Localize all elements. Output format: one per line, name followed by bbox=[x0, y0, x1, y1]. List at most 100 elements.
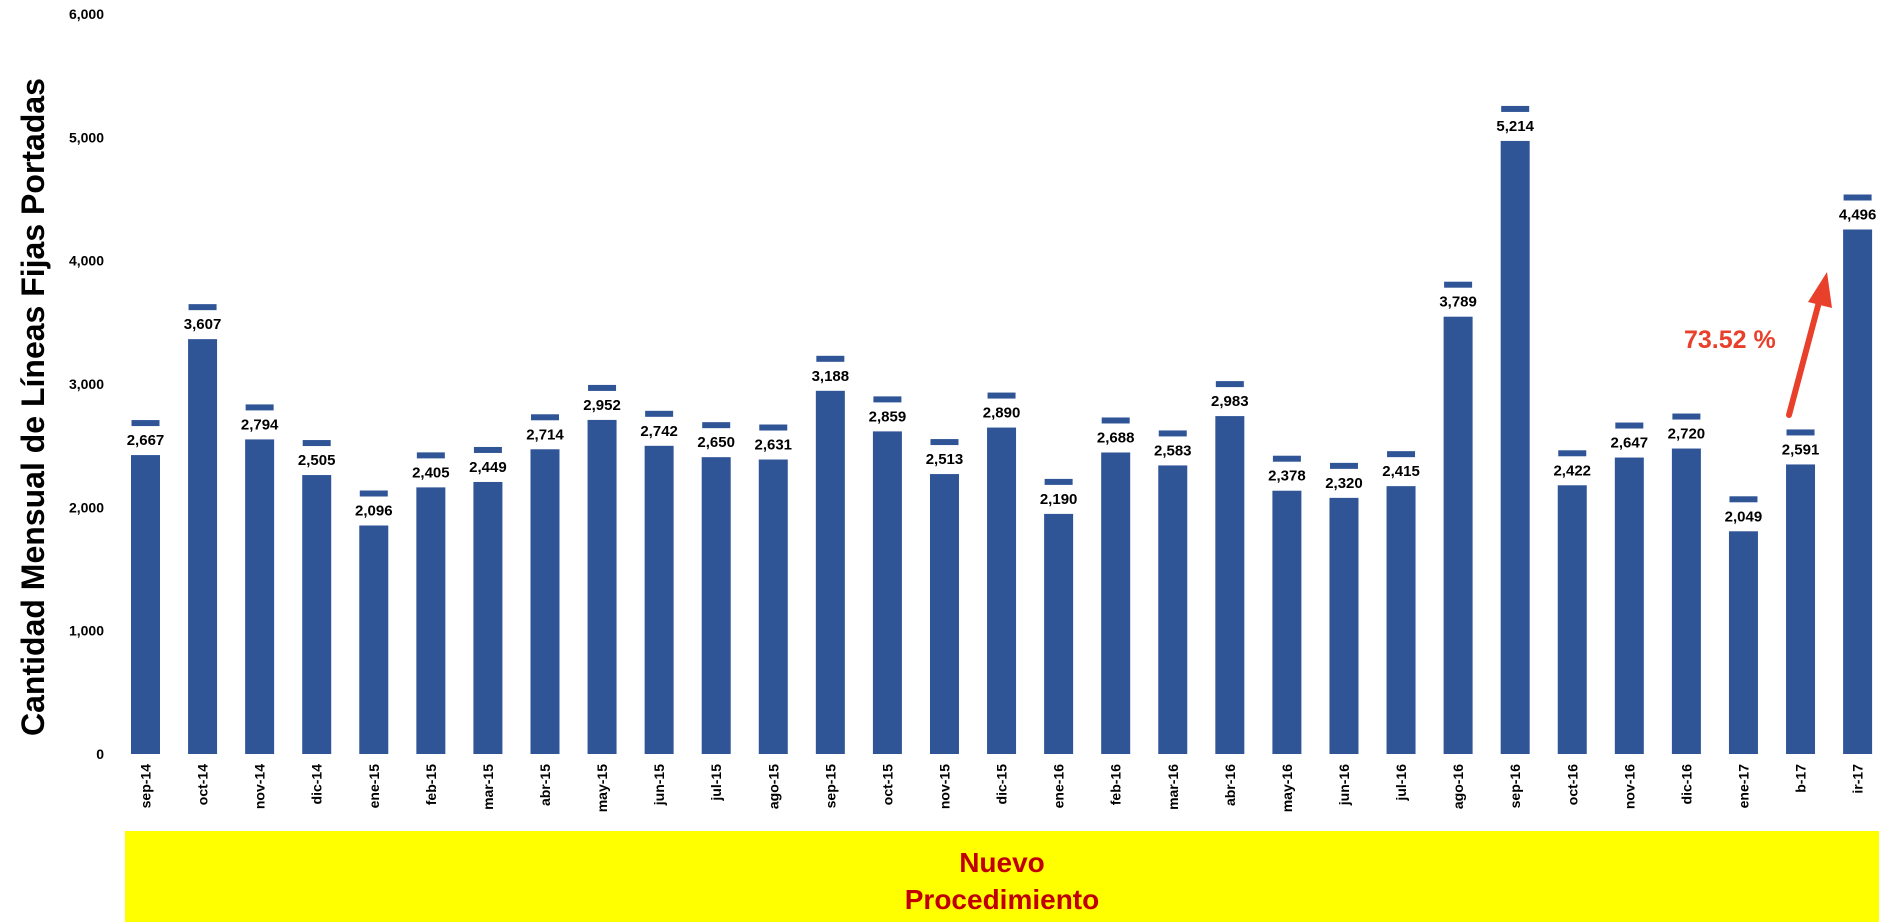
y-tick-label: 2,000 bbox=[69, 499, 104, 515]
x-tick-label: dic-14 bbox=[309, 764, 325, 805]
bar-cap bbox=[1444, 281, 1473, 288]
bar bbox=[1101, 452, 1131, 754]
x-tick-label: abr-16 bbox=[1222, 764, 1238, 806]
bar-cap bbox=[1101, 417, 1130, 424]
bar-cap bbox=[1501, 105, 1530, 112]
x-tick-label: jul-16 bbox=[1393, 764, 1409, 802]
bar-cap bbox=[702, 422, 731, 429]
bar-cap bbox=[188, 304, 217, 311]
bars: 2,667 3,607 2,794 2,505 2,096 2,405 2,449 2,714… bbox=[127, 105, 1877, 754]
bar bbox=[644, 445, 674, 754]
data-label: 3,188 bbox=[812, 368, 850, 385]
bar-cap bbox=[1843, 194, 1872, 201]
data-label: 4,496 bbox=[1839, 206, 1877, 223]
bar bbox=[1500, 140, 1530, 754]
bar-cap bbox=[1729, 496, 1758, 503]
data-label: 2,190 bbox=[1040, 491, 1078, 508]
bar-cap bbox=[1272, 455, 1301, 462]
x-tick-label: oct-16 bbox=[1564, 764, 1580, 805]
data-label: 2,714 bbox=[526, 426, 564, 443]
data-label: 2,405 bbox=[412, 464, 450, 481]
bar-cap bbox=[930, 439, 959, 446]
data-label: 2,505 bbox=[298, 452, 336, 469]
bar-cap bbox=[588, 384, 617, 391]
x-tick-label: jun-16 bbox=[1336, 764, 1352, 806]
bar bbox=[1044, 513, 1074, 754]
data-label: 2,378 bbox=[1268, 468, 1306, 485]
data-label: 5,214 bbox=[1496, 118, 1534, 135]
bar-cap bbox=[473, 446, 502, 453]
x-tick-label: feb-16 bbox=[1108, 764, 1124, 805]
x-tick-label: oct-14 bbox=[195, 764, 211, 805]
bar bbox=[1215, 416, 1245, 754]
bar bbox=[872, 431, 902, 754]
bar bbox=[188, 339, 218, 754]
bar-cap bbox=[1044, 478, 1073, 485]
growth-arrow bbox=[1786, 272, 1832, 418]
bar bbox=[1671, 448, 1701, 754]
bar bbox=[1443, 316, 1473, 754]
bar-cap bbox=[1158, 430, 1187, 437]
band-text-line2: Procedimiento bbox=[905, 884, 1099, 915]
bar bbox=[815, 390, 845, 754]
bar-cap bbox=[131, 420, 160, 427]
data-label: 2,650 bbox=[697, 434, 735, 451]
bar-cap bbox=[816, 355, 845, 362]
data-label: 2,096 bbox=[355, 502, 393, 519]
y-tick-label: 1,000 bbox=[69, 623, 104, 639]
data-label: 2,049 bbox=[1725, 508, 1763, 525]
x-tick-label: sep-14 bbox=[138, 764, 154, 809]
data-label: 3,607 bbox=[184, 316, 222, 333]
y-tick-label: 3,000 bbox=[69, 376, 104, 392]
bar-cap bbox=[759, 424, 788, 431]
bar-cap bbox=[1215, 381, 1244, 388]
bar bbox=[473, 481, 503, 754]
bar bbox=[987, 427, 1017, 754]
x-tick-label: may-16 bbox=[1279, 764, 1295, 812]
bar bbox=[416, 487, 446, 754]
bar bbox=[1557, 485, 1587, 754]
y-tick-label: 5,000 bbox=[69, 129, 104, 145]
bar-cap bbox=[1615, 422, 1644, 429]
bar bbox=[1728, 531, 1758, 754]
x-tick-label: mar-15 bbox=[480, 764, 496, 810]
bar-cap bbox=[302, 440, 331, 447]
bar bbox=[701, 457, 731, 754]
x-tick-label: mar-16 bbox=[1165, 764, 1181, 810]
bar-cap bbox=[1387, 451, 1416, 458]
bar bbox=[1272, 490, 1302, 754]
data-label: 2,449 bbox=[469, 459, 507, 476]
bar bbox=[359, 525, 389, 754]
bar bbox=[587, 419, 617, 754]
bar-cap bbox=[416, 452, 445, 459]
data-label: 2,415 bbox=[1382, 463, 1420, 480]
data-label: 2,952 bbox=[583, 397, 621, 414]
data-label: 2,513 bbox=[926, 451, 964, 468]
bar bbox=[245, 439, 275, 754]
x-tick-label: dic-15 bbox=[994, 764, 1010, 805]
bar-cap bbox=[359, 490, 388, 497]
band-text-line1: Nuevo bbox=[959, 847, 1045, 878]
bar-cap bbox=[1558, 450, 1587, 457]
x-axis-ticks: sep-14 oct-14 nov-14 dic-14 ene-15 feb-15 mar-… bbox=[138, 764, 1866, 812]
x-tick-label: jun-15 bbox=[651, 764, 667, 806]
data-label: 2,983 bbox=[1211, 393, 1249, 410]
x-tick-label: dic-16 bbox=[1678, 764, 1694, 805]
x-tick-label: ago-15 bbox=[765, 764, 781, 809]
bar bbox=[1158, 465, 1188, 754]
bar-cap bbox=[645, 410, 674, 417]
bar bbox=[1386, 486, 1416, 754]
x-tick-label: oct-15 bbox=[879, 764, 895, 805]
bar-cap bbox=[530, 414, 559, 421]
bar bbox=[1329, 497, 1359, 754]
x-tick-label: may-15 bbox=[594, 764, 610, 812]
data-label: 2,742 bbox=[640, 423, 678, 440]
data-label: 2,688 bbox=[1097, 429, 1135, 446]
y-tick-label: 6,000 bbox=[69, 6, 104, 22]
bar-cap bbox=[987, 392, 1016, 399]
x-tick-label: ene-15 bbox=[366, 764, 382, 809]
bar bbox=[302, 475, 332, 754]
x-tick-label: ago-16 bbox=[1450, 764, 1466, 809]
bar bbox=[530, 449, 560, 754]
bar bbox=[1843, 229, 1873, 754]
